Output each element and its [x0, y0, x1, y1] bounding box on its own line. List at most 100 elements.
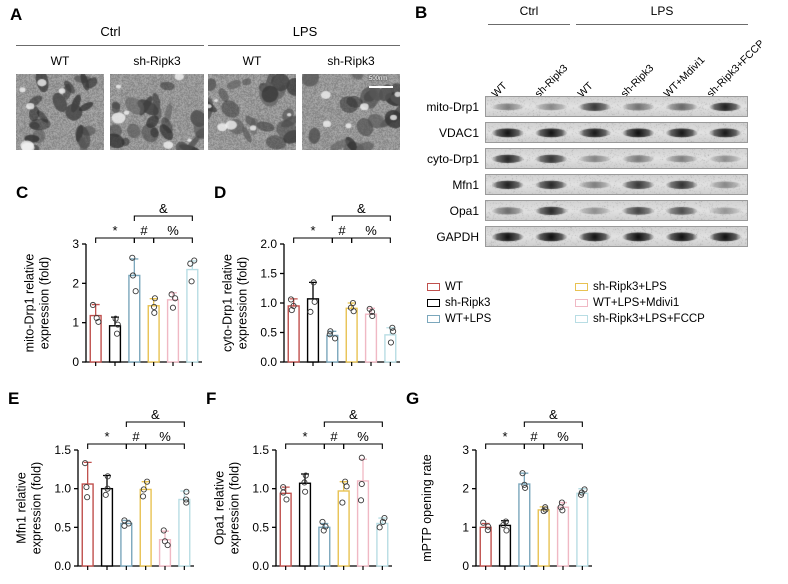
bar-1[interactable] — [306, 298, 320, 363]
bar-3[interactable] — [147, 305, 160, 363]
chart-axes — [475, 450, 592, 567]
sig-symbol-2: % — [167, 223, 179, 238]
legend-swatch-1 — [427, 299, 440, 307]
sig-bracket-2 — [145, 443, 185, 449]
bar-0[interactable] — [81, 483, 94, 567]
bar-4[interactable] — [556, 506, 570, 567]
data-point-0-1 — [83, 484, 90, 491]
bar-1[interactable] — [298, 482, 312, 567]
legend-item-1[interactable]: sh-Ripk3 — [427, 297, 490, 309]
bar-0[interactable] — [287, 305, 300, 363]
chart-axes — [275, 450, 392, 567]
data-point-0-2 — [283, 496, 290, 503]
data-point-5-2 — [183, 499, 190, 506]
y-tick-label: 3 — [72, 237, 79, 251]
blot-strip-gapdh — [485, 226, 748, 247]
y-axis-title-line: mPTP opening rate — [420, 454, 434, 562]
sig-symbol-0: * — [112, 223, 117, 238]
legend-swatch-5 — [575, 315, 588, 323]
data-point-1-2 — [102, 491, 109, 498]
bar-2[interactable] — [128, 274, 141, 363]
panel-c-letter: C — [16, 183, 28, 202]
bar-2[interactable] — [518, 483, 531, 567]
bar-3[interactable] — [537, 509, 550, 567]
bar-3[interactable] — [139, 488, 152, 567]
chart-panel-c: C 0 1 2 3 mito-Drp1 relative expression (fold)… — [14, 182, 210, 380]
legend-item-5[interactable]: sh-Ripk3+LPS+FCCP — [575, 313, 705, 325]
sig-symbol-0: * — [310, 223, 315, 238]
blot-strip-mfn1 — [485, 174, 748, 195]
data-point-5-0 — [191, 257, 198, 264]
sig-bracket-1 — [331, 237, 353, 243]
legend-swatch-3 — [575, 283, 588, 291]
y-tick-label: 0.0 — [260, 355, 277, 369]
data-point-5-2 — [188, 278, 195, 285]
panel-a-group-ctrl: Ctrl — [100, 24, 121, 39]
panel-b-group-ctrl: Ctrl — [519, 4, 539, 18]
sig-symbol-0: * — [302, 429, 307, 444]
y-axis-title: cyto-Drp1 relative expression (fold) — [221, 254, 250, 352]
chart-svg-e: E 0.0 0.5 1.0 1.5 Mfn1 relative expression (fo… — [8, 389, 194, 573]
sig-symbol-0: * — [502, 429, 507, 444]
data-point-4-2 — [169, 304, 176, 311]
chart-axes — [283, 244, 400, 363]
chart-svg-d: D 0.0 0.5 1.0 1.5 2.0 cyto-Drp1 relative expres… — [214, 183, 400, 369]
sig-bracket-1 — [125, 443, 147, 449]
y-tick-label: 1.0 — [260, 296, 277, 310]
panel-b-rule-ctrl — [488, 24, 570, 25]
data-point-5-1 — [182, 496, 190, 503]
sig-bracket-1 — [323, 443, 345, 449]
sig-symbol-1: # — [330, 429, 338, 444]
legend-item-3[interactable]: sh-Ripk3+LPS — [575, 281, 667, 293]
panel-a-letter: A — [10, 5, 23, 24]
chart-panel-e: E 0.0 0.5 1.0 1.5 Mfn1 relative expression (fo… — [6, 388, 202, 584]
data-point-3-2 — [540, 508, 547, 515]
blot-strip-opa1 — [485, 200, 748, 221]
blot-strip-mito-drp1 — [485, 96, 748, 117]
y-tick-label: 0.0 — [54, 559, 71, 573]
data-point-4-2 — [164, 542, 171, 549]
data-point-2-1 — [521, 481, 528, 488]
y-axis-title-line: expression (fold) — [38, 257, 52, 349]
y-tick-label: 1.0 — [252, 482, 269, 496]
bar-5[interactable] — [178, 498, 191, 567]
blot-column-label-3: sh-Ripk3 — [618, 62, 657, 100]
data-point-1-2 — [302, 488, 309, 495]
bar-0[interactable] — [479, 526, 492, 567]
legend-item-2[interactable]: WT+LPS — [427, 313, 491, 325]
data-point-0-0 — [82, 460, 89, 467]
y-tick-label: 0.5 — [54, 520, 71, 534]
data-point-2-2 — [320, 527, 327, 534]
bar-2[interactable] — [120, 522, 133, 567]
sig-bracket-3 — [331, 215, 391, 221]
data-point-4-1 — [557, 504, 564, 511]
y-axis-title: Opa1 relative expression (fold) — [213, 462, 242, 554]
sig-symbol-1: # — [140, 223, 148, 238]
data-point-5-2 — [376, 524, 383, 531]
data-point-4-0 — [168, 291, 175, 298]
data-point-4-2 — [357, 497, 365, 504]
chart-axes — [77, 450, 194, 567]
bar-4[interactable] — [356, 480, 370, 567]
data-point-3-2 — [350, 308, 357, 315]
bar-5[interactable] — [384, 334, 397, 363]
bar-4[interactable] — [166, 299, 180, 363]
bar-4[interactable] — [364, 313, 378, 363]
error-bar-5 — [180, 490, 189, 500]
sig-symbol-2: % — [357, 429, 369, 444]
data-point-1-1 — [301, 479, 308, 486]
bar-0[interactable] — [279, 492, 292, 567]
sig-bracket-2 — [153, 237, 193, 243]
legend-item-4[interactable]: WT+LPS+Mdivi1 — [575, 297, 679, 309]
data-point-2-1 — [129, 272, 136, 279]
blot-row-label-mito-drp1: mito-Drp1 — [426, 100, 479, 114]
bar-1[interactable] — [100, 487, 114, 567]
data-point-1-0 — [302, 472, 309, 479]
legend-item-0[interactable]: WT — [427, 281, 463, 293]
sig-symbol-1: # — [338, 223, 346, 238]
sig-bracket-3 — [323, 421, 383, 427]
bar-3[interactable] — [345, 307, 358, 363]
bar-5[interactable] — [576, 492, 589, 567]
panel-a-sublabel-0: WT — [50, 54, 70, 68]
